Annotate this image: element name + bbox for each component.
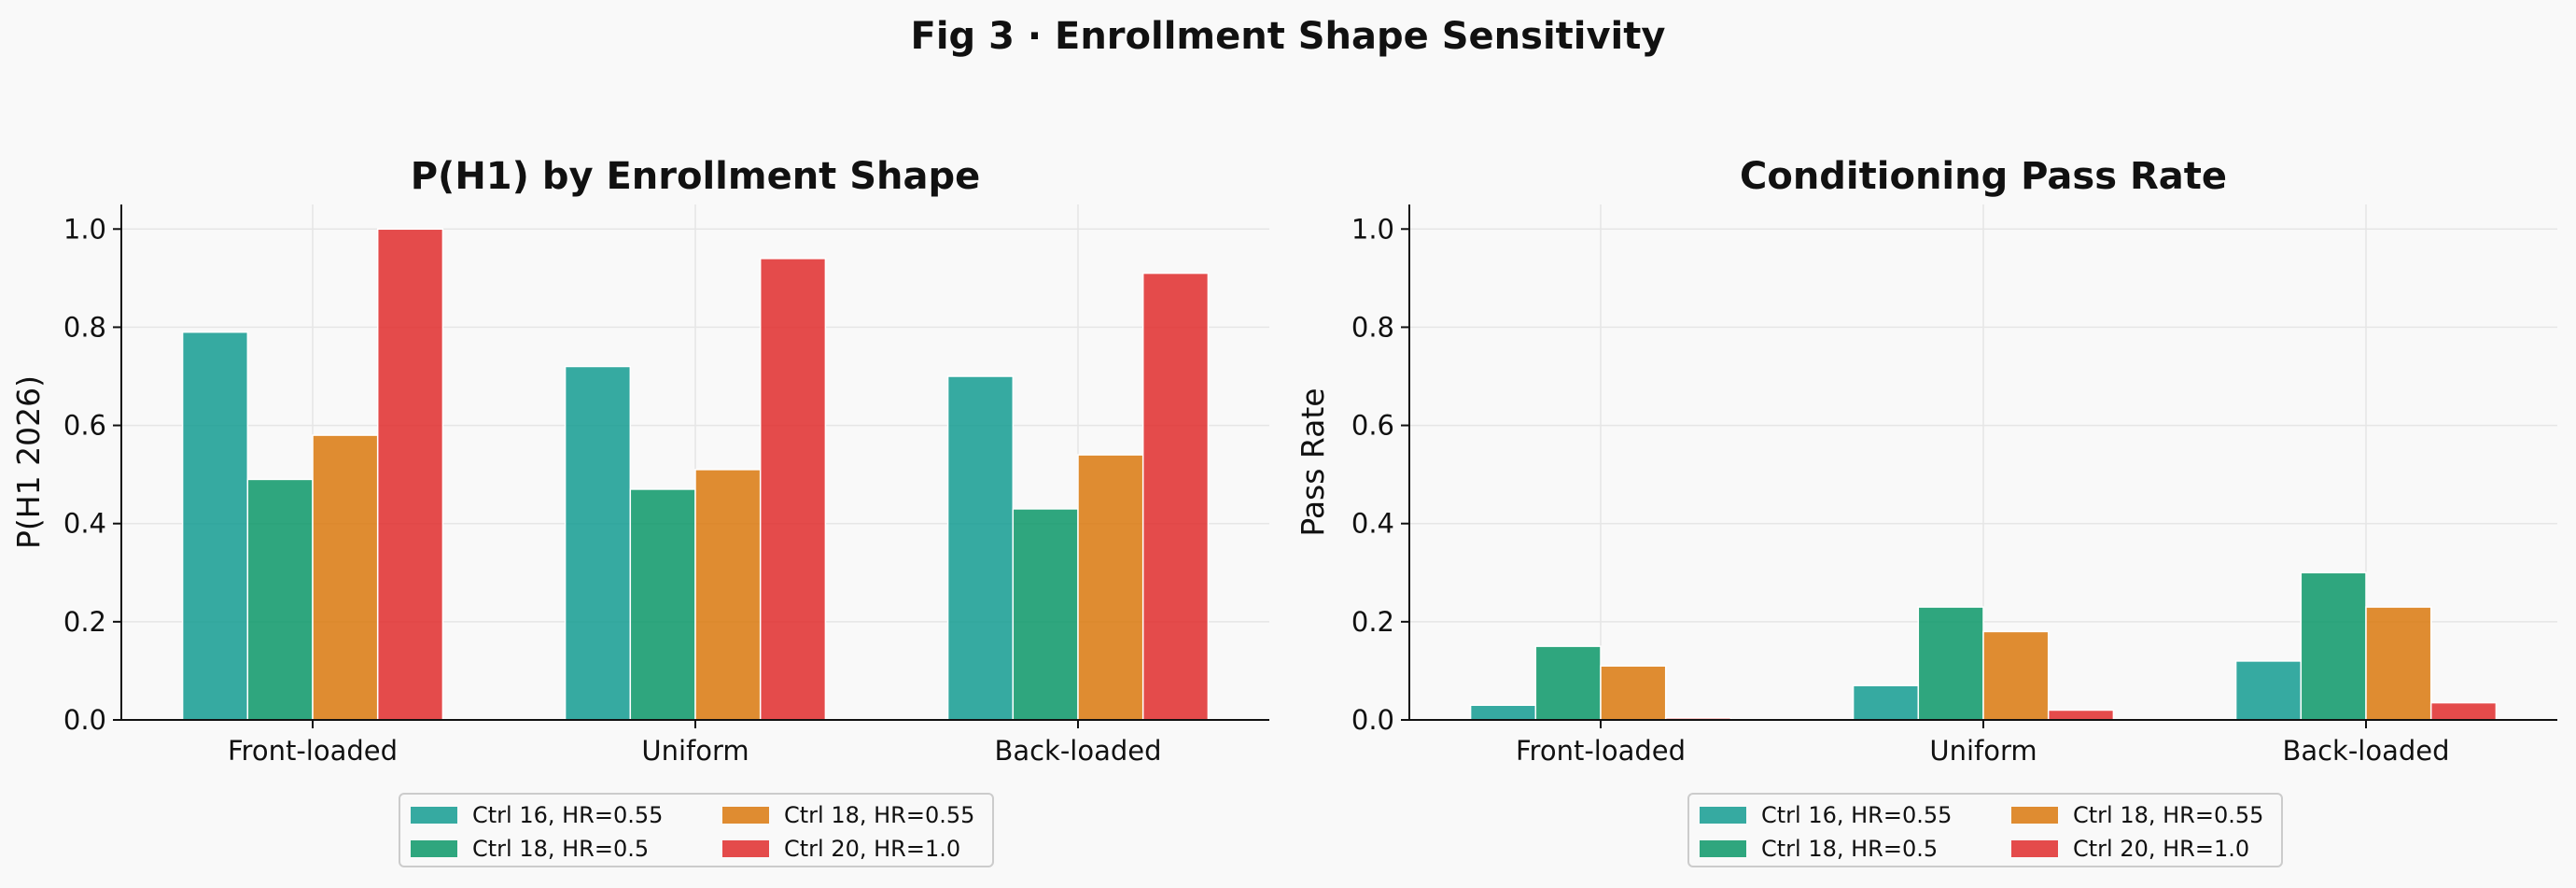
legend-label: Ctrl 18, HR=0.55: [2073, 802, 2263, 828]
bar: [2300, 571, 2367, 721]
x-tick-label: Front-loaded: [1516, 735, 1686, 767]
bar: [1982, 630, 2050, 721]
legend-frame: [1687, 793, 2283, 867]
y-tick-label: 0.0: [63, 704, 106, 736]
bar: [629, 488, 696, 721]
bar: [1534, 645, 1602, 721]
y-tick-label: 0.6: [63, 410, 106, 442]
chart-panel-pass-rate: Conditioning Pass Rate 0.0 0.2 0.4 0.6 0.8 1.0…: [1295, 155, 2557, 867]
legend-label: Ctrl 18, HR=0.55: [784, 802, 974, 828]
panel-title: P(H1) by Enrollment Shape: [411, 155, 981, 198]
legend-swatch: [411, 840, 457, 857]
y-tick-label: 0.4: [1351, 508, 1394, 540]
panel-title: Conditioning Pass Rate: [1740, 155, 2227, 198]
bar: [181, 331, 249, 721]
y-tick-label: 0.4: [63, 508, 106, 540]
y-tick-label: 1.0: [1351, 213, 1394, 245]
bar: [376, 228, 444, 721]
x-tick-label: Back-loaded: [994, 735, 1161, 767]
legend-frame: [399, 793, 994, 867]
legend-label: Ctrl 16, HR=0.55: [1761, 802, 1952, 828]
y-tick-label: 0.8: [1351, 311, 1394, 343]
bar: [2234, 660, 2303, 721]
legend-swatch: [1700, 807, 1746, 824]
y-tick-label: 0.2: [63, 606, 106, 638]
chart-panel-enrollment-shape: P(H1) by Enrollment Shape 0.0 0.2 0.4 0.6 0.8…: [10, 155, 1269, 867]
y-tick-label: 0.2: [1351, 606, 1394, 638]
legend-label: Ctrl 18, HR=0.5: [1761, 836, 1938, 862]
x-tick-label: Uniform: [1929, 735, 2037, 767]
legend-label: Ctrl 16, HR=0.55: [472, 802, 663, 828]
y-axis-label: P(H1 2026): [10, 375, 47, 549]
x-tick-label: Back-loaded: [2282, 735, 2449, 767]
legend-swatch: [722, 840, 769, 857]
x-tick-label: Front-loaded: [228, 735, 398, 767]
bar: [1852, 684, 1920, 721]
figure-title: Fig 3 · Enrollment Shape Sensitivity: [911, 15, 1666, 58]
bar: [1012, 508, 1079, 721]
bar: [312, 434, 379, 721]
bar: [2047, 709, 2115, 721]
bar: [1469, 704, 1537, 721]
legend-swatch: [411, 807, 457, 824]
legend: Ctrl 16, HR=0.55 Ctrl 18, HR=0.5 Ctrl 18, …: [399, 793, 994, 867]
bar: [1077, 454, 1144, 721]
bar: [694, 469, 762, 721]
y-axis-label: Pass Rate: [1295, 388, 1331, 536]
bar: [564, 365, 632, 721]
bar: [759, 258, 827, 721]
legend-swatch: [722, 807, 769, 824]
legend-label: Ctrl 18, HR=0.5: [472, 836, 649, 862]
bar: [2429, 701, 2498, 721]
bar: [1600, 665, 1667, 721]
bar: [246, 478, 314, 721]
legend: Ctrl 16, HR=0.55 Ctrl 18, HR=0.5 Ctrl 18, …: [1687, 793, 2283, 867]
legend-label: Ctrl 20, HR=1.0: [784, 836, 960, 862]
bar: [1917, 606, 1984, 721]
bar: [946, 375, 1015, 721]
y-tick-label: 0.6: [1351, 410, 1394, 442]
bar: [2365, 606, 2432, 721]
x-tick-label: Uniform: [641, 735, 749, 767]
legend-label: Ctrl 20, HR=1.0: [2073, 836, 2249, 862]
y-tick-label: 0.0: [1351, 704, 1394, 736]
bar: [1141, 272, 1210, 721]
y-tick-label: 0.8: [63, 311, 106, 343]
y-tick-label: 1.0: [63, 213, 106, 245]
legend-swatch: [2011, 840, 2058, 857]
legend-swatch: [1700, 840, 1746, 857]
legend-swatch: [2011, 807, 2058, 824]
